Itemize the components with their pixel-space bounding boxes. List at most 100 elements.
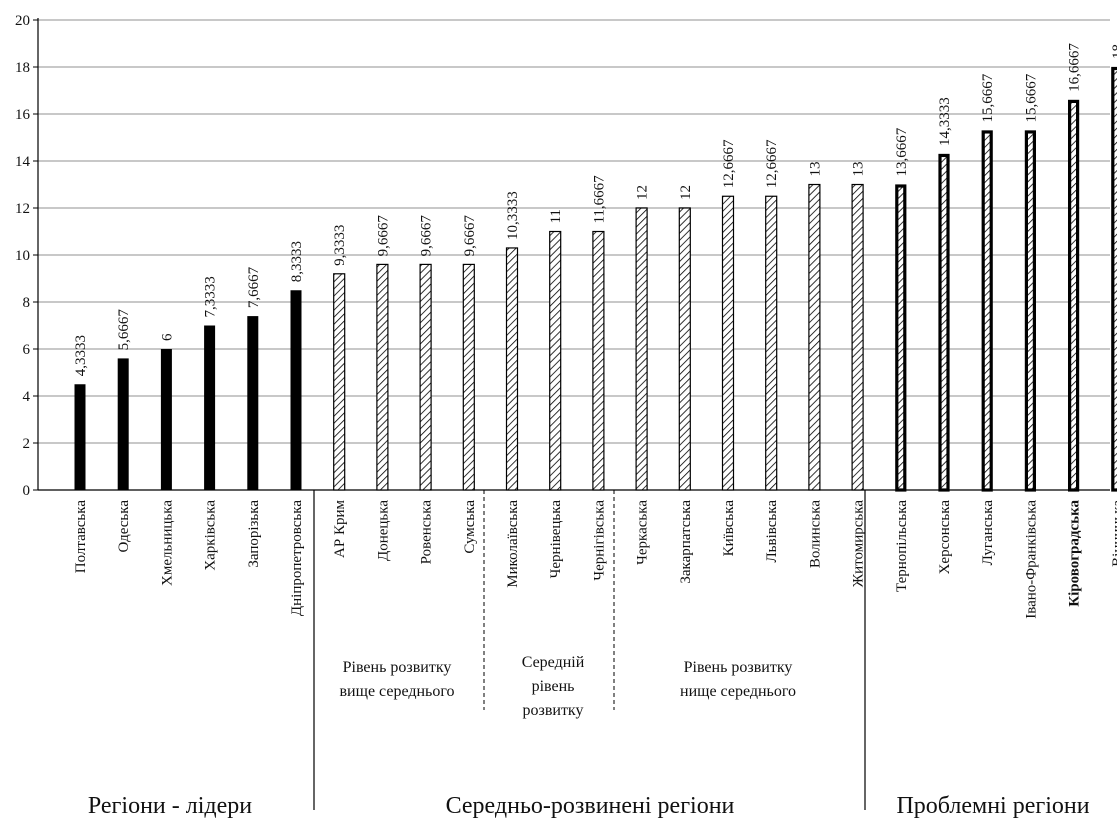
y-tick-label: 14: [15, 154, 31, 170]
value-label: 13: [807, 162, 823, 177]
bars: [74, 66, 1117, 492]
subgroup-label: розвитку: [523, 702, 584, 719]
category-label: Чернігівська: [591, 500, 607, 581]
value-label: 12,6667: [764, 139, 780, 188]
subgroup-label: Рівень розвитку: [684, 659, 793, 676]
value-labels: 4,3333 5,6667 6 7,3333 7,6667 8,3333 9,3333 9,6…: [73, 43, 1117, 377]
subgroup-label: вище середнього: [340, 683, 455, 700]
y-tick-label: 0: [23, 483, 31, 499]
subgroup-label: Рівень розвитку: [343, 659, 452, 676]
value-label: 14,3333: [937, 97, 953, 146]
bar: [851, 183, 864, 491]
group-label: Середньо-розвинені регіони: [446, 793, 735, 819]
category-label: Закарпатська: [678, 500, 694, 584]
bar: [938, 153, 950, 492]
y-tick-label: 2: [23, 436, 31, 452]
bar: [981, 130, 993, 492]
bar: [1024, 130, 1037, 492]
grid-lines: [38, 19, 1110, 444]
category-label: Житомирська: [851, 500, 867, 588]
value-label: 5,6667: [116, 309, 132, 351]
value-label: 12,6667: [721, 139, 737, 188]
bar: [117, 358, 129, 490]
bar: [635, 207, 648, 491]
category-label: Івано-Франківська: [1023, 500, 1039, 619]
category-label: Донецька: [375, 500, 391, 561]
subgroup-label: рівень: [532, 678, 575, 695]
value-label: 9,6667: [375, 215, 391, 257]
bar: [333, 273, 346, 491]
y-tick-label: 4: [23, 389, 31, 405]
category-label: Волинська: [807, 500, 823, 568]
category-label: АР Крим: [332, 499, 348, 557]
value-label: 9,6667: [462, 215, 478, 257]
value-label: 12: [678, 185, 694, 200]
bar: [204, 325, 216, 490]
category-label: Черкаська: [635, 500, 651, 565]
value-label: 18: [1110, 44, 1117, 59]
bar: [808, 183, 821, 491]
value-label: 8,3333: [289, 241, 305, 282]
bar: [765, 195, 778, 491]
bar: [74, 384, 86, 490]
category-label: Вінницька: [1110, 500, 1117, 567]
group-labels: Регіони - лідери Середньо-розвинені регіо…: [88, 490, 1090, 819]
category-label: Дніпропетровська: [289, 500, 305, 616]
category-label: Сумська: [462, 500, 478, 554]
bar: [895, 184, 907, 492]
subgroup-label: Середній: [522, 654, 585, 671]
value-label: 6: [159, 333, 175, 341]
value-label: 10,3333: [505, 191, 521, 240]
bar: [290, 290, 302, 490]
bar: [678, 207, 691, 491]
value-label: 12: [635, 185, 651, 200]
value-label: 9,6667: [419, 215, 435, 257]
category-label: Одеська: [116, 500, 132, 553]
value-label: 11: [548, 209, 564, 223]
group-label: Регіони - лідери: [88, 793, 252, 819]
subgroup-label: нище середнього: [680, 683, 796, 700]
bar: [1111, 66, 1117, 492]
value-label: 15,6667: [1023, 73, 1039, 122]
category-label: Київська: [721, 500, 737, 557]
category-label: Полтавська: [73, 500, 89, 574]
value-label: 13: [851, 162, 867, 177]
y-tick-label: 10: [15, 248, 30, 264]
y-tick-label: 6: [23, 342, 31, 358]
category-label: Миколаївська: [505, 500, 521, 588]
y-tick-label: 18: [15, 60, 30, 76]
y-tick-label: 12: [15, 201, 30, 217]
bar: [505, 247, 519, 491]
bar: [247, 316, 259, 490]
category-label: Львівська: [764, 500, 780, 563]
category-label: Запорізька: [246, 500, 262, 568]
bar: [419, 263, 432, 491]
y-tick-label: 16: [15, 107, 31, 123]
y-tick-label: 8: [23, 295, 31, 311]
value-label: 7,6667: [246, 266, 262, 308]
group-label: Проблемні регіони: [896, 793, 1089, 819]
value-label: 9,3333: [332, 225, 348, 266]
bar: [1067, 99, 1080, 492]
category-label: Кіровоградська: [1067, 500, 1083, 607]
category-label: Ровенська: [419, 500, 435, 565]
category-label: Хмельницька: [159, 500, 175, 586]
value-label: 4,3333: [73, 335, 89, 376]
category-label: Луганська: [980, 500, 996, 566]
category-labels: Полтавська Одеська Хмельницька Харківська За…: [73, 499, 1117, 618]
bar: [376, 263, 389, 491]
bar: [549, 230, 562, 491]
value-label: 11,6667: [591, 175, 607, 224]
axes: 0 2 4 6 8 10 12 14 16 18 20: [15, 13, 1110, 499]
value-label: 7,3333: [203, 276, 219, 317]
value-label: 15,6667: [980, 73, 996, 122]
category-label: Харківська: [203, 500, 219, 571]
y-tick-label: 20: [15, 13, 30, 29]
bar: [592, 230, 605, 491]
value-label: 13,6667: [894, 127, 910, 176]
category-label: Херсонська: [937, 500, 953, 575]
category-label: Тернопільська: [894, 500, 910, 592]
value-label: 16,6667: [1067, 43, 1083, 92]
bar: [462, 263, 475, 491]
